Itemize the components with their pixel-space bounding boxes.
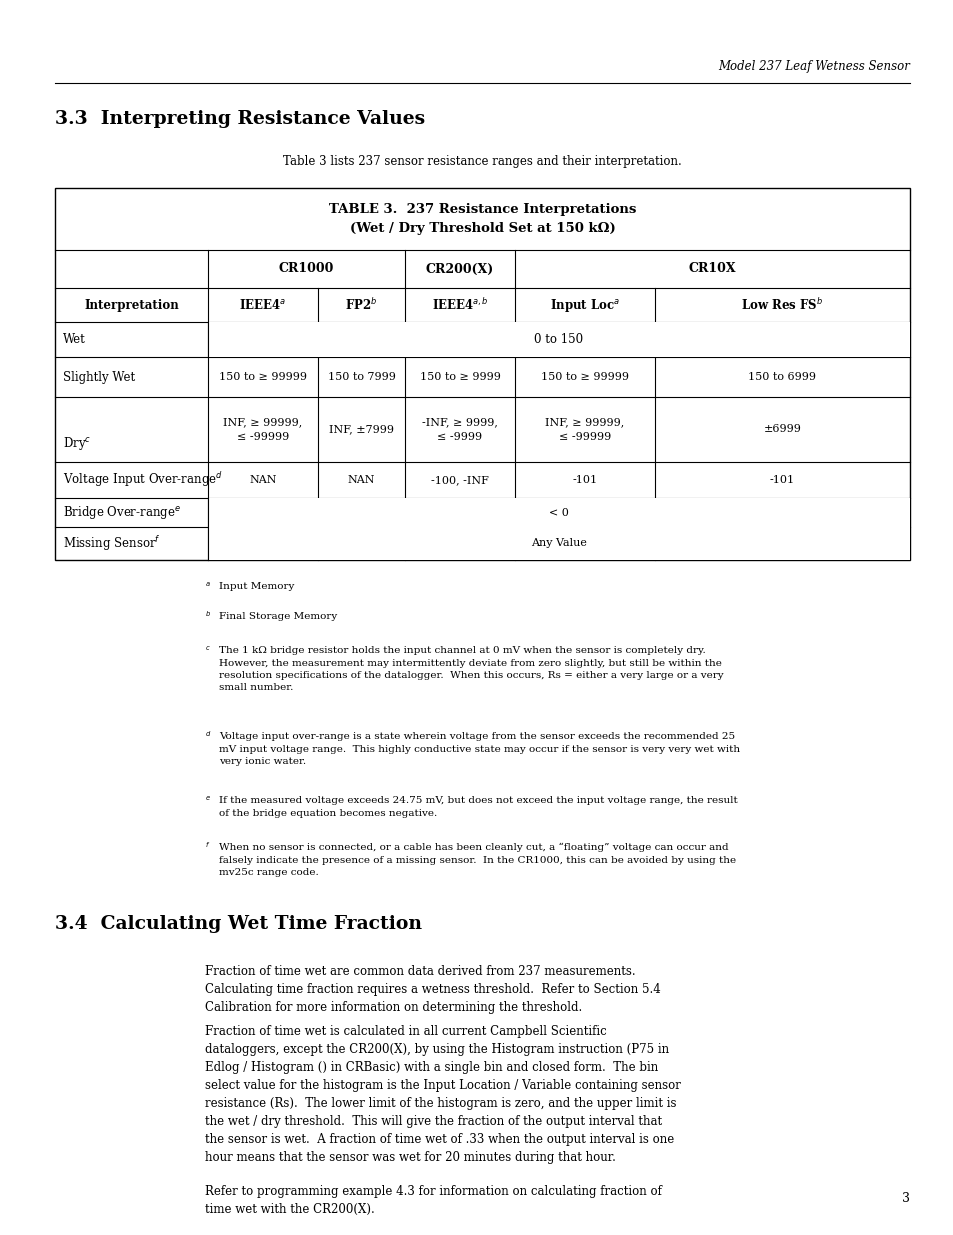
- Text: Wet: Wet: [63, 333, 86, 346]
- Text: $^{b}$: $^{b}$: [205, 613, 211, 621]
- Text: 150 to ≥ 99999: 150 to ≥ 99999: [540, 372, 628, 382]
- Text: INF, ≥ 99999,
≤ -99999: INF, ≥ 99999, ≤ -99999: [223, 417, 302, 441]
- Text: INF, ±7999: INF, ±7999: [329, 425, 394, 435]
- Text: -101: -101: [769, 475, 794, 485]
- Bar: [208, 527, 909, 559]
- Text: $^{d}$: $^{d}$: [205, 732, 212, 741]
- Text: 3.3  Interpreting Resistance Values: 3.3 Interpreting Resistance Values: [55, 110, 425, 128]
- Text: 150 to 6999: 150 to 6999: [748, 372, 816, 382]
- Text: IEEE4$^a$: IEEE4$^a$: [239, 298, 286, 312]
- Text: $^{f}$: $^{f}$: [205, 844, 210, 852]
- Text: NAN: NAN: [249, 475, 276, 485]
- Text: $^{a}$: $^{a}$: [205, 582, 211, 592]
- Text: < 0: < 0: [549, 508, 568, 517]
- Text: Input Memory: Input Memory: [219, 582, 294, 592]
- Text: NAN: NAN: [348, 475, 375, 485]
- Text: -INF, ≥ 9999,
≤ -9999: -INF, ≥ 9999, ≤ -9999: [421, 417, 497, 441]
- Text: Final Storage Memory: Final Storage Memory: [219, 613, 337, 621]
- Bar: [55, 188, 909, 559]
- Text: Slightly Wet: Slightly Wet: [63, 370, 135, 384]
- Text: Low Res FS$^b$: Low Res FS$^b$: [740, 298, 822, 312]
- Text: Fraction of time wet are common data derived from 237 measurements.
Calculating : Fraction of time wet are common data der…: [205, 965, 660, 1014]
- Text: 150 to ≥ 99999: 150 to ≥ 99999: [219, 372, 307, 382]
- Bar: [208, 498, 909, 527]
- Text: Dry$^c$: Dry$^c$: [63, 435, 91, 452]
- Bar: [208, 322, 909, 357]
- Text: INF, ≥ 99999,
≤ -99999: INF, ≥ 99999, ≤ -99999: [545, 417, 624, 441]
- Text: $^{c}$: $^{c}$: [205, 646, 211, 655]
- Text: CR1000: CR1000: [278, 263, 334, 275]
- Text: FP2$^b$: FP2$^b$: [345, 298, 377, 312]
- Text: -100, -INF: -100, -INF: [431, 475, 489, 485]
- Text: Missing Sensor$^f$: Missing Sensor$^f$: [63, 534, 161, 553]
- Text: Voltage Input Over-range$^d$: Voltage Input Over-range$^d$: [63, 471, 223, 489]
- Text: IEEE4$^{a,b}$: IEEE4$^{a,b}$: [431, 298, 488, 312]
- Text: CR10X: CR10X: [688, 263, 736, 275]
- Text: Input Loc$^a$: Input Loc$^a$: [549, 296, 619, 314]
- Text: 3: 3: [901, 1192, 909, 1205]
- Text: Model 237 Leaf Wetness Sensor: Model 237 Leaf Wetness Sensor: [718, 61, 909, 73]
- Text: Interpretation: Interpretation: [84, 299, 179, 311]
- Text: TABLE 3.  237 Resistance Interpretations
(Wet / Dry Threshold Set at 150 kΩ): TABLE 3. 237 Resistance Interpretations …: [329, 203, 636, 235]
- Text: The 1 kΩ bridge resistor holds the input channel at 0 mV when the sensor is comp: The 1 kΩ bridge resistor holds the input…: [219, 646, 723, 693]
- Text: 150 to 7999: 150 to 7999: [327, 372, 395, 382]
- Text: Refer to programming example 4.3 for information on calculating fraction of
time: Refer to programming example 4.3 for inf…: [205, 1186, 661, 1216]
- Text: 150 to ≥ 9999: 150 to ≥ 9999: [419, 372, 500, 382]
- Text: Fraction of time wet is calculated in all current Campbell Scientific
datalogger: Fraction of time wet is calculated in al…: [205, 1025, 680, 1165]
- Text: Any Value: Any Value: [531, 538, 586, 548]
- Text: If the measured voltage exceeds 24.75 mV, but does not exceed the input voltage : If the measured voltage exceeds 24.75 mV…: [219, 797, 737, 818]
- Text: Bridge Over-range$^e$: Bridge Over-range$^e$: [63, 504, 181, 521]
- Text: -101: -101: [572, 475, 597, 485]
- Text: Table 3 lists 237 sensor resistance ranges and their interpretation.: Table 3 lists 237 sensor resistance rang…: [283, 156, 681, 168]
- Text: CR200(X): CR200(X): [425, 263, 494, 275]
- Text: When no sensor is connected, or a cable has been cleanly cut, a “floating” volta: When no sensor is connected, or a cable …: [219, 844, 736, 877]
- Text: $^{e}$: $^{e}$: [205, 797, 211, 805]
- Text: 0 to 150: 0 to 150: [534, 333, 583, 346]
- Text: ±6999: ±6999: [762, 425, 801, 435]
- Text: Voltage input over-range is a state wherein voltage from the sensor exceeds the : Voltage input over-range is a state wher…: [219, 732, 740, 766]
- Text: 3.4  Calculating Wet Time Fraction: 3.4 Calculating Wet Time Fraction: [55, 915, 421, 932]
